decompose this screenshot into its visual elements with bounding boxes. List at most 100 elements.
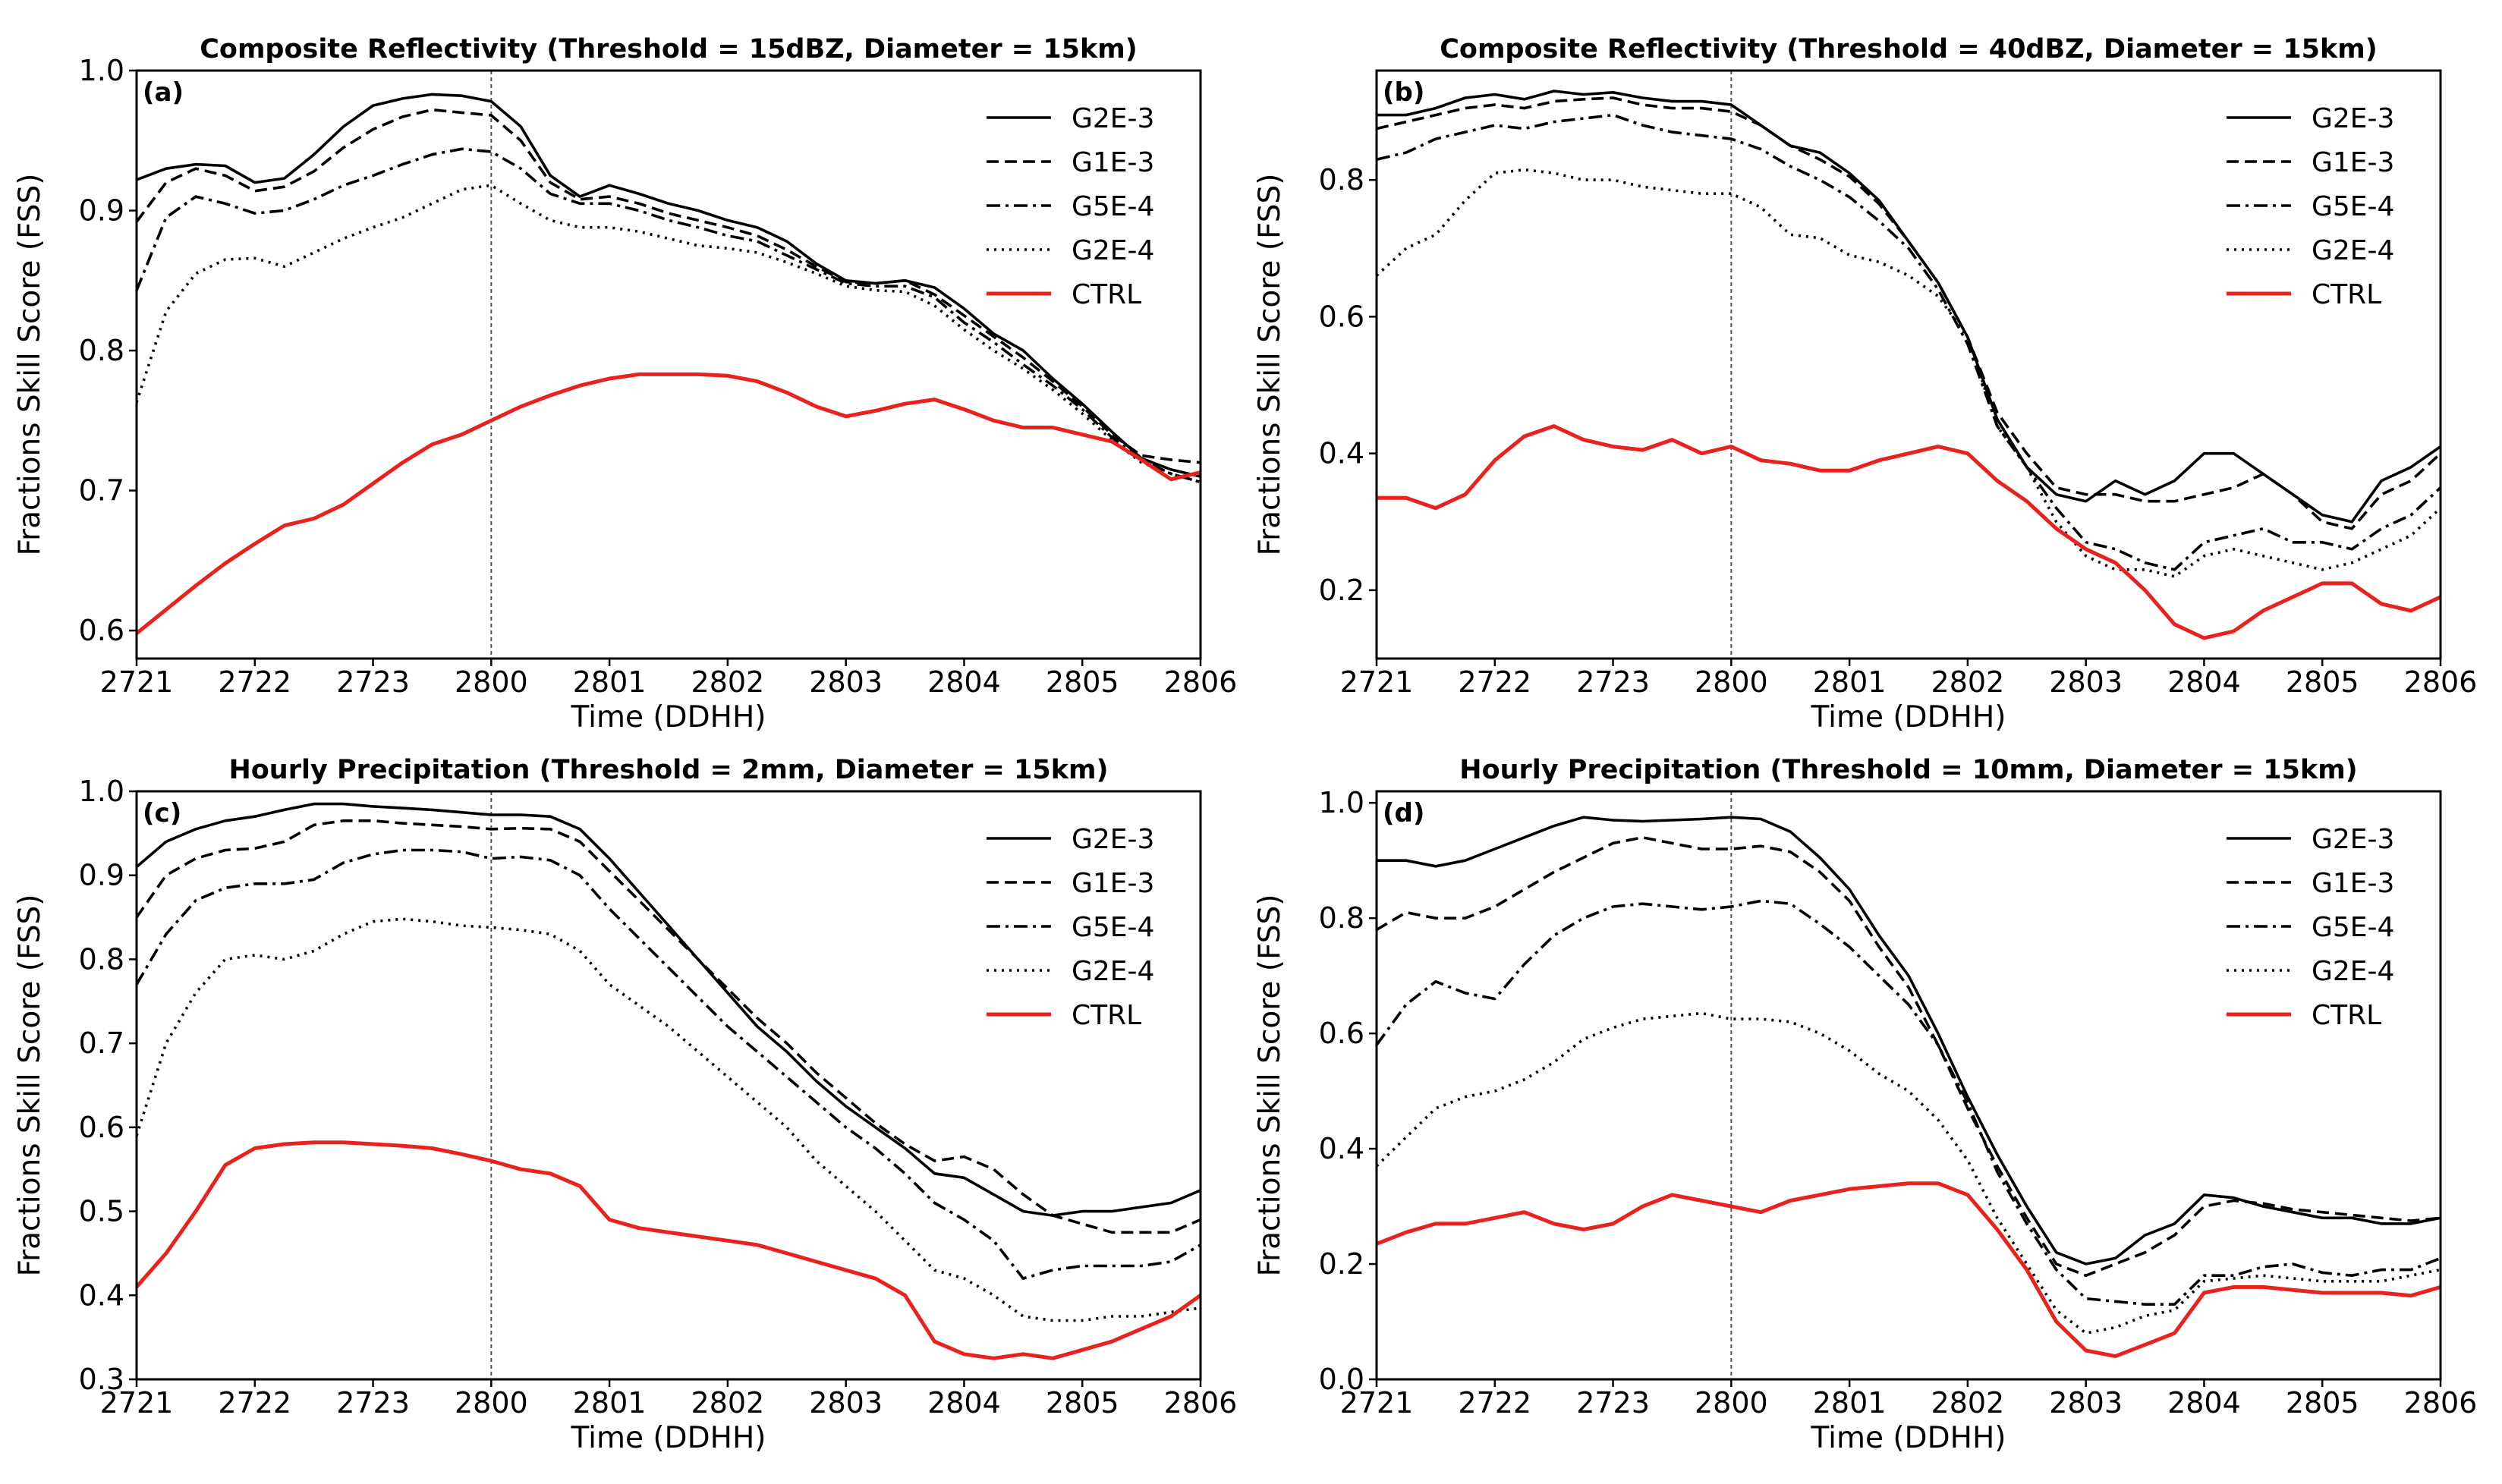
y-tick-label: 0.9 bbox=[79, 859, 124, 892]
x-tick-label: 2721 bbox=[100, 665, 174, 699]
legend-label-ctrl: CTRL bbox=[2312, 279, 2381, 310]
x-tick-label: 2804 bbox=[2167, 665, 2241, 699]
panel-label: (c) bbox=[143, 798, 181, 828]
series-line-g1e-3 bbox=[137, 819, 1201, 1234]
x-tick-label: 2805 bbox=[2286, 665, 2359, 699]
x-tick-label: 2804 bbox=[927, 665, 1001, 699]
series-line-ctrl bbox=[137, 1140, 1201, 1360]
x-tick-label: 2806 bbox=[1164, 1386, 1238, 1420]
y-tick-label: 0.6 bbox=[79, 614, 124, 647]
legend-label-g2e-3: G2E-3 bbox=[1072, 824, 1154, 855]
chart-title: Composite Reflectivity (Threshold = 15dB… bbox=[200, 34, 1138, 64]
x-tick-label: 2722 bbox=[218, 1386, 291, 1420]
x-tick-label: 2722 bbox=[1458, 665, 1531, 699]
x-tick-label: 2801 bbox=[573, 1386, 647, 1420]
legend-label-ctrl: CTRL bbox=[1072, 1000, 1141, 1031]
x-tick-label: 2723 bbox=[336, 1386, 410, 1420]
x-axis-label: Time (DDHH) bbox=[1811, 700, 2006, 734]
series-line-g5e-4 bbox=[1377, 899, 2441, 1306]
y-axis-label: Fractions Skill Score (FSS) bbox=[1253, 894, 1287, 1277]
x-tick-label: 2803 bbox=[809, 1386, 883, 1420]
x-tick-label: 2721 bbox=[1340, 665, 1414, 699]
legend-label-g5e-4: G5E-4 bbox=[1072, 191, 1154, 222]
x-tick-label: 2803 bbox=[2049, 1386, 2123, 1420]
legend: G2E-3 G1E-3 G5E-4 G2E-4 CTRL bbox=[987, 824, 1154, 1031]
chart-title: Composite Reflectivity (Threshold = 40dB… bbox=[1440, 34, 2378, 64]
legend-label-g5e-4: G5E-4 bbox=[2312, 912, 2394, 943]
y-tick-label: 0.8 bbox=[79, 942, 124, 976]
series-line-g5e-4 bbox=[1377, 113, 2441, 571]
series-line-g2e-4 bbox=[1377, 1011, 2441, 1335]
x-tick-label: 2800 bbox=[455, 1386, 528, 1420]
series-line-g5e-4 bbox=[137, 147, 1201, 484]
series-line-ctrl bbox=[137, 372, 1201, 635]
x-tick-label: 2801 bbox=[573, 665, 647, 699]
legend-label-g1e-3: G1E-3 bbox=[1072, 147, 1154, 178]
panel-label: (a) bbox=[143, 77, 184, 108]
x-tick-label: 2800 bbox=[1695, 1386, 1768, 1420]
y-axis-label: Fractions Skill Score (FSS) bbox=[13, 174, 47, 556]
y-tick-label: 0.5 bbox=[79, 1195, 124, 1228]
legend-label-ctrl: CTRL bbox=[2312, 1000, 2381, 1031]
y-tick-label: 0.7 bbox=[79, 1027, 124, 1060]
x-tick-label: 2802 bbox=[691, 665, 765, 699]
axes-frame bbox=[135, 790, 1202, 1381]
y-axis-label: Fractions Skill Score (FSS) bbox=[13, 894, 47, 1277]
legend-label-g1e-3: G1E-3 bbox=[2312, 868, 2394, 899]
x-tick-label: 2723 bbox=[336, 665, 410, 699]
y-tick-label: 0.8 bbox=[79, 334, 124, 367]
x-tick-label: 2802 bbox=[691, 1386, 765, 1420]
x-axis-label: Time (DDHH) bbox=[571, 700, 766, 734]
panel-label: (b) bbox=[1383, 77, 1424, 108]
legend: G2E-3 G1E-3 G5E-4 G2E-4 CTRL bbox=[2227, 103, 2394, 310]
series-line-g5e-4 bbox=[137, 848, 1201, 1280]
y-axis-label: Fractions Skill Score (FSS) bbox=[1253, 174, 1287, 556]
x-tick-label: 2802 bbox=[1931, 1386, 2005, 1420]
x-tick-label: 2806 bbox=[1164, 665, 1238, 699]
series-group bbox=[137, 93, 1201, 635]
y-tick-label: 0.4 bbox=[79, 1278, 124, 1312]
legend-label-g2e-3: G2E-3 bbox=[2312, 824, 2394, 855]
chart-panel-b: Composite Reflectivity (Threshold = 40dB… bbox=[1253, 34, 2477, 734]
x-tick-label: 2803 bbox=[809, 665, 883, 699]
x-tick-label: 2722 bbox=[218, 665, 291, 699]
x-tick-label: 2805 bbox=[1046, 1386, 1119, 1420]
y-tick-label: 0.6 bbox=[79, 1111, 124, 1144]
legend-label-g2e-4: G2E-4 bbox=[1072, 235, 1154, 266]
legend-label-g2e-4: G2E-4 bbox=[2312, 235, 2394, 266]
series-group bbox=[137, 802, 1201, 1360]
panel-label: (d) bbox=[1383, 798, 1424, 828]
series-line-g2e-4 bbox=[137, 917, 1201, 1322]
x-tick-label: 2805 bbox=[2286, 1386, 2359, 1420]
series-line-g2e-3 bbox=[1377, 816, 2441, 1265]
legend: G2E-3 G1E-3 G5E-4 G2E-4 CTRL bbox=[987, 103, 1154, 310]
legend-label-g1e-3: G1E-3 bbox=[2312, 147, 2394, 178]
axes-frame bbox=[1375, 69, 2442, 660]
legend-label-g2e-4: G2E-4 bbox=[1072, 956, 1154, 987]
series-group bbox=[1377, 90, 2441, 640]
x-tick-label: 2800 bbox=[455, 665, 528, 699]
series-line-g1e-3 bbox=[1377, 836, 2441, 1277]
y-tick-label: 0.4 bbox=[1319, 437, 1364, 470]
series-line-ctrl bbox=[1377, 1181, 2441, 1359]
y-tick-label: 0.8 bbox=[1319, 901, 1364, 935]
y-tick-label: 1.0 bbox=[1319, 786, 1364, 819]
x-tick-label: 2801 bbox=[1813, 665, 1887, 699]
x-tick-label: 2723 bbox=[1576, 1386, 1650, 1420]
x-axis-label: Time (DDHH) bbox=[1811, 1421, 2006, 1455]
x-tick-label: 2801 bbox=[1813, 1386, 1887, 1420]
series-line-g1e-3 bbox=[1377, 96, 2441, 530]
series-line-g2e-3 bbox=[137, 93, 1201, 478]
y-tick-label: 0.6 bbox=[1319, 1017, 1364, 1050]
axes-frame bbox=[135, 69, 1202, 660]
series-line-g2e-4 bbox=[1377, 168, 2441, 578]
legend-label-g2e-4: G2E-4 bbox=[2312, 956, 2394, 987]
legend-label-ctrl: CTRL bbox=[1072, 279, 1141, 310]
y-tick-label: 0.6 bbox=[1319, 300, 1364, 333]
y-tick-label: 1.0 bbox=[79, 54, 124, 87]
legend-label-g5e-4: G5E-4 bbox=[2312, 191, 2394, 222]
series-line-ctrl bbox=[1377, 424, 2441, 640]
x-tick-label: 2721 bbox=[100, 1386, 174, 1420]
axes-frame bbox=[1375, 790, 2442, 1381]
